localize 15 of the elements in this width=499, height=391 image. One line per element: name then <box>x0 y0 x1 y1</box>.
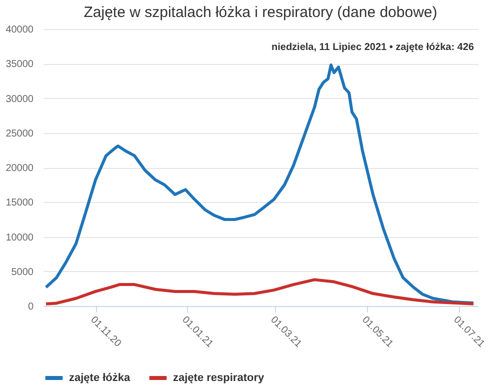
y-tick-label: 30000 <box>6 94 34 105</box>
y-tick-label: 25000 <box>6 128 34 140</box>
line-series <box>44 64 475 305</box>
y-tick-label: 15000 <box>6 198 34 209</box>
legend-label: zajęte respiratory <box>173 372 265 384</box>
annotation: niedziela, 11 Lipiec 2021 • zajęte łóżka: 426 <box>272 42 474 53</box>
legend-label: zajęte łóżka <box>69 372 132 384</box>
y-tick-label: 40000 <box>6 24 34 36</box>
chart-title: Zajęte w szpitalach łóżka i respiratory (dane dobowe) <box>84 4 438 21</box>
y-tick-label: 0 <box>28 302 34 312</box>
line-series <box>44 278 475 306</box>
y-tick-label: 35000 <box>6 59 34 70</box>
y-tick-label: 20000 <box>6 163 34 174</box>
y-tick-label: 10000 <box>6 232 34 244</box>
y-tick-label: 5000 <box>11 266 34 278</box>
